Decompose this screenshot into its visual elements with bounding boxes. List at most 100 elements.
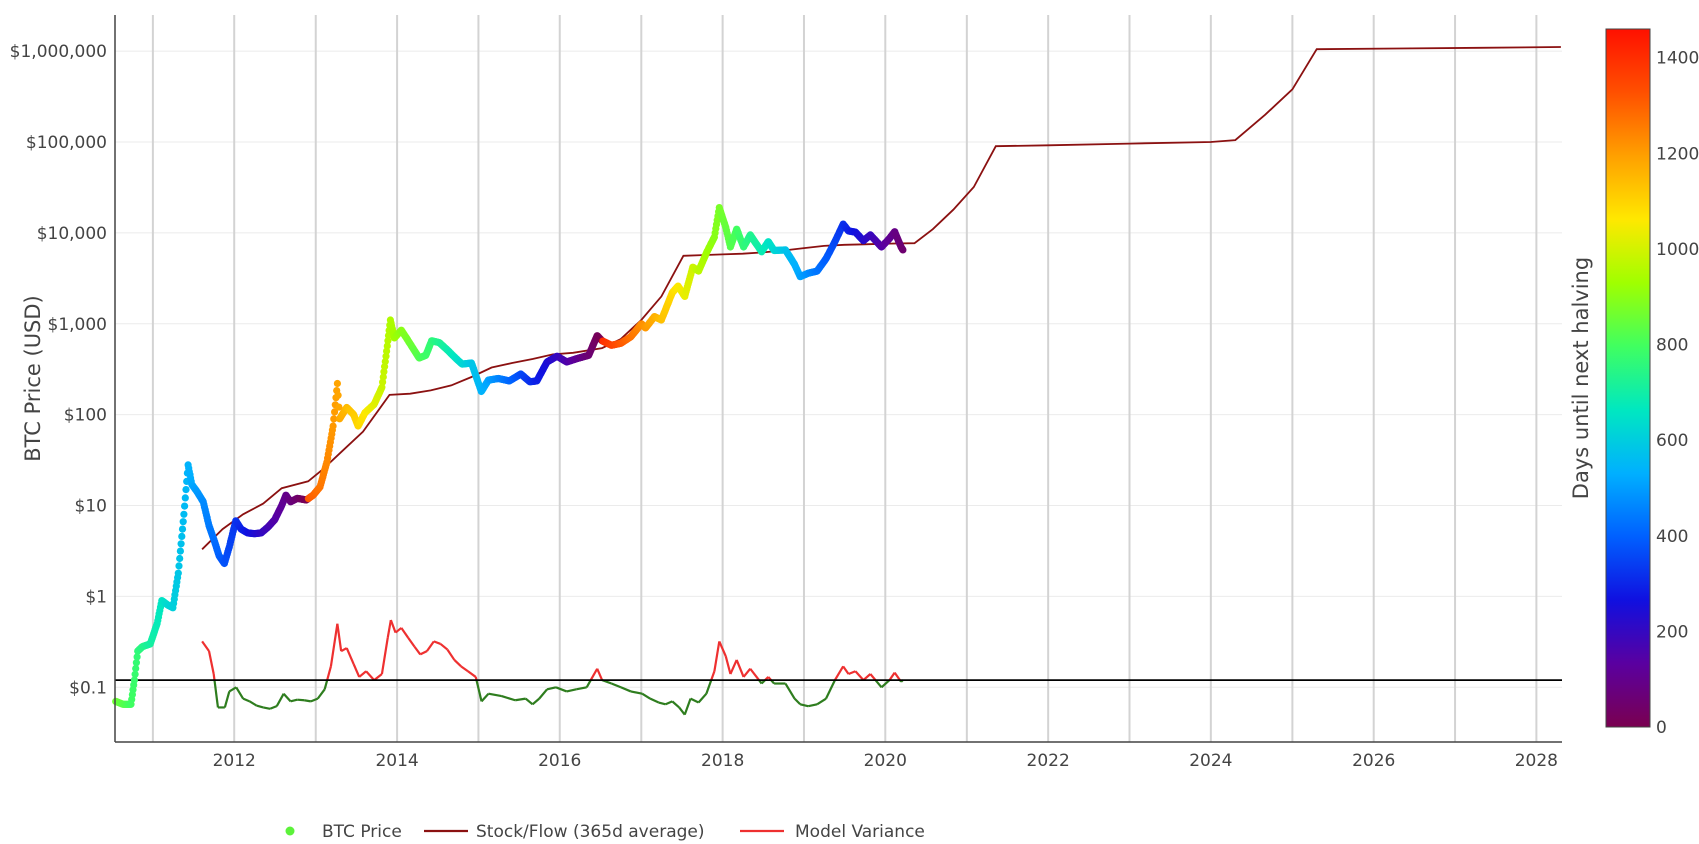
variance-segment <box>888 672 896 681</box>
variance-segment <box>630 690 643 695</box>
colorbar-tick-label: 800 <box>1656 336 1688 356</box>
variance-segment <box>658 701 666 706</box>
btc-price-point <box>384 337 392 345</box>
variance-segment <box>833 665 845 681</box>
legend-label: BTC Price <box>322 822 402 842</box>
variance-segment <box>242 697 251 703</box>
variance-segment <box>893 671 901 681</box>
btc-price-point <box>178 532 186 541</box>
variance-segment <box>807 703 818 708</box>
variance-segment <box>524 697 534 706</box>
variance-segment <box>249 700 258 707</box>
x-axis-ticks: 2012 2014 2016 2018 2020 2022 2024 2026 2028 <box>213 751 1558 771</box>
variance-segment <box>729 659 738 675</box>
variance-segment <box>649 697 660 704</box>
y-tick-label: $1,000,000 <box>10 42 107 62</box>
variance-segment <box>235 686 245 700</box>
colorbar-tick-label: 400 <box>1656 527 1688 547</box>
variance-segment <box>793 697 801 706</box>
variance-segment <box>407 637 416 648</box>
variance-segment <box>446 648 456 661</box>
colorbar-tick-label: 1000 <box>1656 240 1699 260</box>
variance-segment <box>453 659 462 668</box>
variance-segment <box>345 647 355 665</box>
variance-segment <box>386 619 392 639</box>
variance-segment <box>816 697 827 706</box>
btc-price-point <box>176 554 184 563</box>
variance-segment <box>262 706 271 710</box>
variance-segment <box>683 698 692 716</box>
variance-segment <box>665 700 673 706</box>
x-tick-label: 2014 <box>375 751 418 771</box>
btc-price-point <box>334 391 342 399</box>
btc-price-point <box>131 670 139 678</box>
variance-segment <box>735 659 745 678</box>
variance-segment <box>596 668 604 681</box>
btc-price-point <box>899 246 907 254</box>
colorbar-tick-label: 600 <box>1656 431 1688 451</box>
y-axis-title: BTC Price (USD) <box>21 295 45 462</box>
colorbar-tick-label: 1400 <box>1656 49 1699 69</box>
variance-segment <box>531 697 540 706</box>
variance-segment <box>275 693 285 707</box>
variance-segment <box>373 673 383 681</box>
variance-segment <box>697 692 708 704</box>
variance-segment <box>207 650 215 675</box>
variance-segment <box>742 668 752 678</box>
variance-segment <box>297 698 305 702</box>
legend-label: Stock/Flow (365d average) <box>476 822 705 842</box>
y-tick-label: $100,000 <box>26 133 107 153</box>
variance-segment <box>874 679 883 688</box>
variance-segment <box>713 641 721 672</box>
legend-item[interactable]: Stock/Flow (365d average) <box>424 822 705 842</box>
btc-price-point <box>333 379 341 388</box>
variance-segment <box>228 686 237 693</box>
stock-flow-line <box>201 46 1561 550</box>
legend-item[interactable]: Model Variance <box>740 822 925 842</box>
variance-segment <box>724 655 732 675</box>
x-tick-label: 2022 <box>1027 751 1070 771</box>
variance-segment <box>784 682 796 700</box>
btc-price-point <box>335 403 343 411</box>
btc-price-point <box>132 659 140 667</box>
variance-segment <box>488 692 502 698</box>
variance-segment <box>555 686 568 693</box>
legend[interactable]: BTC Price Stock/Flow (365d average) Model … <box>285 822 925 842</box>
x-tick-label: 2018 <box>701 751 744 771</box>
y-tick-label: $0.1 <box>69 678 107 698</box>
variance-segment <box>880 679 891 689</box>
legend-item[interactable]: BTC Price <box>285 822 402 842</box>
variance-segment <box>690 697 700 704</box>
y-tick-label: $1,000 <box>48 315 107 335</box>
btc-price-point <box>175 562 183 570</box>
btc-price-point <box>177 540 185 548</box>
y-axis-ticks: $0.1 $1 $10 $100 $1,000 $10,000 $100,000 $1,000… <box>10 42 107 698</box>
axes <box>114 15 1562 743</box>
variance-segment <box>380 637 389 675</box>
variance-segment <box>389 619 397 633</box>
variance-segment <box>475 679 483 702</box>
grid-lines <box>115 15 1562 742</box>
variance-segment <box>641 692 651 700</box>
variance-segment <box>718 640 727 657</box>
y-tick-label: $10 <box>75 497 107 517</box>
variance-segment <box>467 670 477 678</box>
variance-segment <box>854 670 865 681</box>
colorbar-tick-label: 200 <box>1656 622 1688 642</box>
x-tick-label: 2020 <box>864 751 907 771</box>
x-tick-label: 2016 <box>538 751 581 771</box>
btc-price-point <box>182 486 190 494</box>
variance-segment <box>585 679 592 688</box>
variance-segment <box>336 623 343 652</box>
btc-price-point <box>132 664 140 673</box>
y-tick-label: $1 <box>85 587 107 607</box>
variance-segment <box>394 627 403 634</box>
variance-segment <box>352 663 361 678</box>
x-tick-label: 2012 <box>213 751 256 771</box>
legend-marker <box>285 826 295 836</box>
colorbar-title: Days until next halving <box>1569 257 1593 499</box>
colorbar-tick-label: 0 <box>1656 718 1667 738</box>
variance-segment <box>358 670 367 678</box>
btc-price-point <box>133 653 141 661</box>
